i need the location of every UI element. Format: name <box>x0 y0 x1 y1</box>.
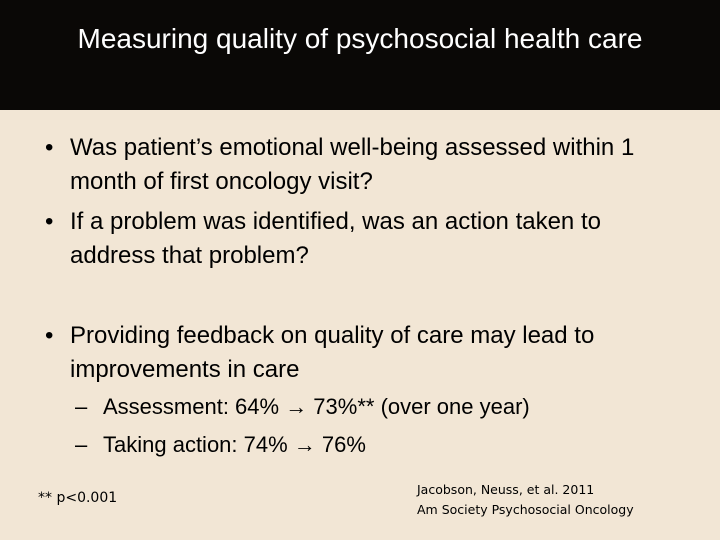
bullet-text: Providing feedback on quality of care ma… <box>70 322 595 383</box>
bullet-text: Was patient’s emotional well-being asses… <box>70 134 635 195</box>
subbullet-text: Taking action: 74% → 76% <box>103 432 366 457</box>
subbullet-marker: – <box>75 432 88 457</box>
subbullet-item: – Assessment: 64% → 73%** (over one year… <box>75 392 695 422</box>
bullet-marker: • <box>45 208 54 235</box>
subbullet-item: – Taking action: 74% → 76% <box>75 430 695 460</box>
title-bar: Measuring quality of psychosocial health… <box>0 0 720 110</box>
subbullet-text: Assessment: 64% → 73%** (over one year) <box>103 394 530 419</box>
slide-title: Measuring quality of psychosocial health… <box>77 23 643 54</box>
citation-line-authors: Jacobson, Neuss, et al. 2011 <box>417 482 595 497</box>
bullet-item: • If a problem was identified, was an ac… <box>45 205 685 273</box>
bullet-marker: • <box>45 134 54 161</box>
bullet-item: • Providing feedback on quality of care … <box>45 319 685 387</box>
bullet-marker: • <box>45 322 54 349</box>
footnote: ** p<0.001 <box>38 490 118 506</box>
subbullet-marker: – <box>75 394 88 419</box>
bullet-item: • Was patient’s emotional well-being ass… <box>45 131 685 199</box>
citation-line-source: Am Society Psychosocial Oncology <box>417 502 634 517</box>
bullet-text: If a problem was identified, was an acti… <box>70 208 601 269</box>
citation: Jacobson, Neuss, et al. 2011 Am Society … <box>417 480 634 520</box>
